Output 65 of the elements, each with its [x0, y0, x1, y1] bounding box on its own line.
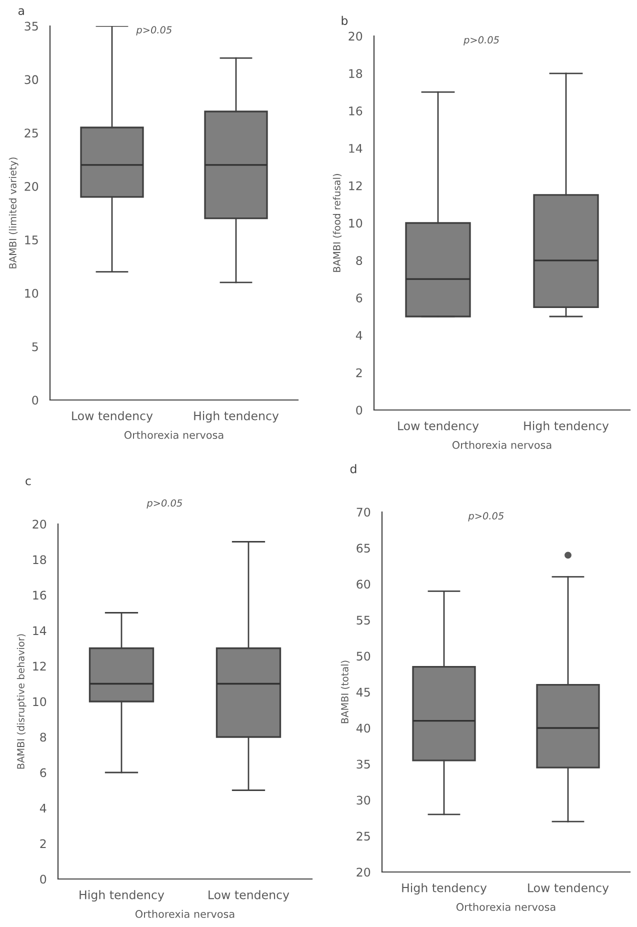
y-tick-label: 65: [356, 544, 370, 553]
y-tick-label: 18: [349, 69, 362, 78]
y-tick-label: 18: [33, 555, 46, 564]
y-axis-title: BAMBI (limited variety): [8, 158, 18, 268]
y-tick-label: 20: [348, 32, 362, 41]
x-axis-title: Orthorexia nervosa: [456, 902, 556, 911]
y-tick-label: 0: [32, 396, 38, 405]
y-tick-label: 50: [356, 652, 370, 661]
y-tick-label: 15: [25, 236, 38, 244]
y-tick-label: 45: [356, 688, 370, 697]
x-tick-label: Low tendency: [72, 411, 153, 423]
x-axis-title: Orthorexia nervosa: [452, 440, 552, 449]
chart-title: d: [350, 464, 356, 474]
y-tick-label: 20: [24, 182, 38, 191]
y-tick-label: 8: [356, 256, 362, 266]
y-tick-label: 4: [40, 804, 46, 812]
y-tick-label: 12: [349, 181, 362, 190]
y-tick-label: 30: [24, 75, 38, 84]
x-tick-label: Low tendency: [398, 421, 479, 433]
y-tick-label: 60: [356, 580, 370, 589]
y-tick-label: 2: [356, 368, 362, 378]
y-tick-label: 0: [356, 406, 362, 415]
y-axis-title: BAMBI (disruptive behavior): [16, 634, 26, 769]
annotation: p>0.05: [464, 36, 499, 46]
x-tick-label: High tendency: [80, 890, 164, 902]
y-tick-label: 20: [356, 868, 370, 877]
x-axis-title: Orthorexia nervosa: [124, 430, 224, 439]
y-axis-title: BAMBI (total): [340, 660, 350, 724]
y-tick-label: 6: [40, 768, 46, 778]
chart-title: b: [342, 16, 348, 26]
y-tick-label: 10: [33, 697, 46, 706]
chart-title: a: [18, 8, 24, 16]
y-axis-title: BAMBI (food refusal): [332, 174, 342, 272]
x-tick-label: High tendency: [402, 883, 487, 895]
y-tick-label: 25: [356, 832, 370, 841]
x-tick-label: High tendency: [524, 421, 609, 433]
x-axis-title: Orthorexia nervosa: [135, 910, 234, 918]
x-tick-label: Low tendency: [528, 883, 609, 895]
annotation: p>0.05: [136, 26, 172, 36]
y-tick-label: 0: [40, 874, 46, 884]
y-tick-label: 12: [33, 662, 46, 670]
y-tick-label: 8: [40, 732, 46, 742]
y-tick-label: 16: [33, 590, 46, 600]
text: p>0.05: [146, 499, 182, 509]
y-tick-label: 20: [32, 520, 46, 529]
y-tick-label: 2: [40, 839, 46, 848]
y-tick-label: 35: [24, 22, 38, 31]
y-tick-label: 14: [33, 626, 46, 635]
y-tick-label: 14: [349, 144, 362, 153]
y-tick-label: 10: [25, 288, 38, 298]
y-tick-label: 70: [356, 508, 370, 517]
y-tick-label: 10: [349, 218, 362, 228]
y-tick-label: 30: [356, 796, 370, 805]
annotation: p>0.05: [468, 512, 504, 522]
y-tick-label: 35: [356, 760, 370, 769]
y-tick-label: 16: [349, 106, 362, 116]
chart-title: c: [26, 478, 31, 486]
y-tick-label: 25: [24, 128, 38, 138]
x-tick-label: High tendency: [194, 411, 279, 423]
y-tick-label: 6: [356, 294, 362, 302]
x-tick-label: Low tendency: [208, 890, 290, 902]
y-tick-label: 55: [356, 616, 370, 625]
y-tick-label: 5: [32, 342, 38, 352]
y-tick-label: 40: [356, 724, 370, 733]
y-tick-label: 4: [356, 331, 362, 340]
